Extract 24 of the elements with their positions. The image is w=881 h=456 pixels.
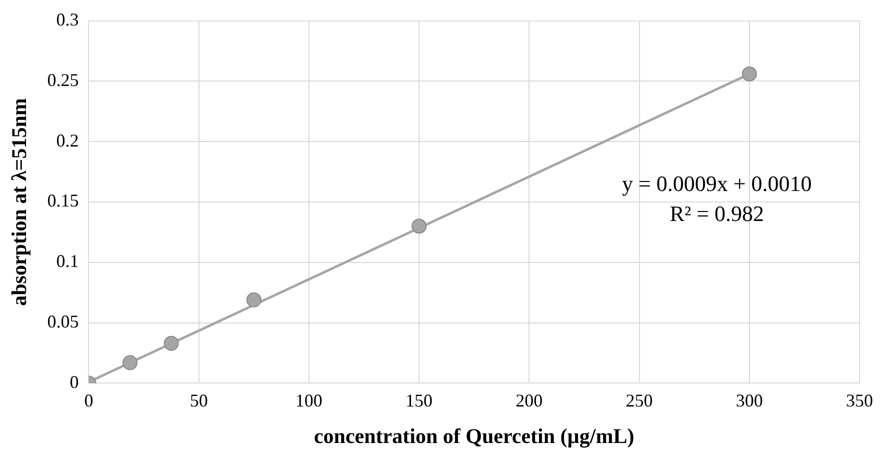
point <box>122 355 138 370</box>
annotation: y = 0.0009x + 0.0010 <box>622 170 812 196</box>
point <box>412 218 427 234</box>
y-tick-label: 0.2 <box>56 130 79 150</box>
y-tick-label: 0.05 <box>47 312 79 332</box>
point <box>742 66 757 82</box>
x-tick-label: 100 <box>295 390 322 411</box>
x-tick-label: 200 <box>516 390 543 411</box>
x-tick-label: 50 <box>190 390 208 411</box>
point <box>246 292 262 308</box>
y-tick-label: 0.3 <box>56 10 79 30</box>
x-tick-label: 350 <box>846 390 873 411</box>
annotation: R² = 0.982 <box>670 200 764 226</box>
x-tick-label: 150 <box>406 390 433 411</box>
x-tick-label: 0 <box>84 390 94 411</box>
point <box>164 336 179 351</box>
y-tick-label: 0 <box>70 372 79 392</box>
y-tick-label: 0.15 <box>47 190 79 211</box>
y-tick-label: 0.25 <box>47 70 79 90</box>
x-tick-label: 250 <box>626 390 653 411</box>
x-axis-title: concentration of Quercetin (µg/mL) <box>314 424 634 448</box>
y-tick-label: 0.1 <box>56 251 79 272</box>
y-axis-title: absorption at λ=515nm <box>7 98 32 306</box>
x-tick-label: 300 <box>736 390 763 411</box>
